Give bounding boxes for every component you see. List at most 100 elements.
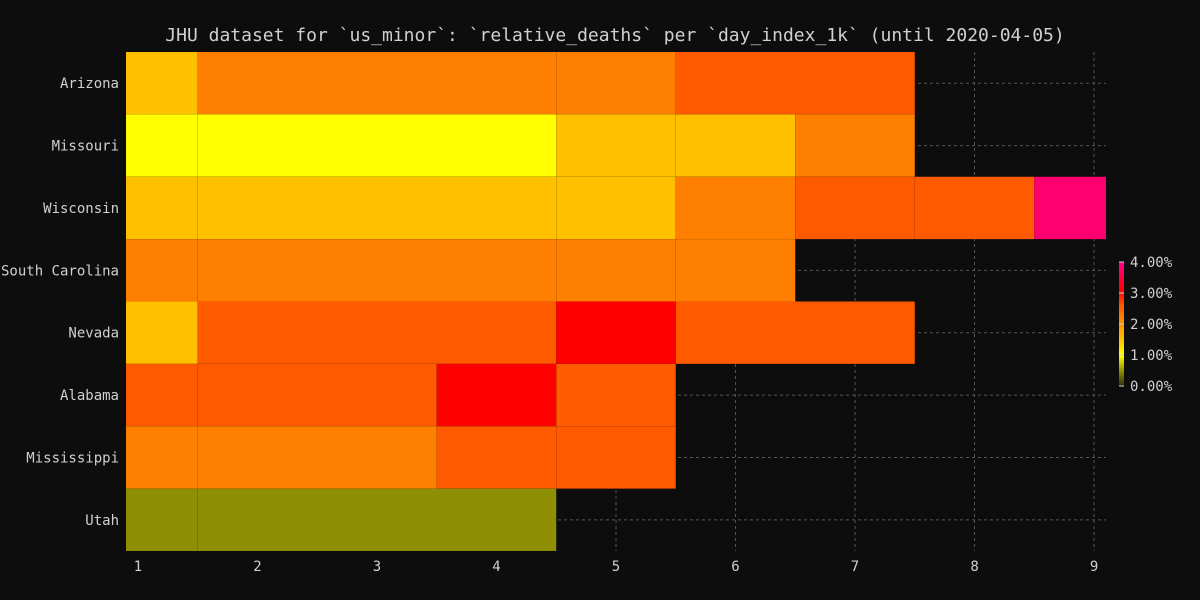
x-tick-label: 3	[373, 559, 381, 575]
colorbar-segment	[1119, 321, 1124, 325]
colorbar-segment	[1119, 367, 1124, 371]
colorbar-segment	[1119, 300, 1124, 304]
heatmap-cell	[795, 176, 916, 240]
colorbar-segment	[1119, 362, 1124, 366]
colorbar-segment	[1119, 295, 1124, 299]
colorbar-segment	[1119, 339, 1124, 343]
colorbar-segment	[1119, 274, 1124, 278]
heatmap-cell	[125, 426, 198, 489]
colorbar-segment	[1119, 262, 1124, 266]
heatmap-cell	[436, 426, 557, 489]
y-tick-label: Mississippi	[26, 450, 119, 466]
heatmap-cell	[197, 51, 557, 115]
colorbar-segment	[1119, 357, 1124, 361]
colorbar-segment	[1119, 316, 1124, 320]
y-tick-label: South Carolina	[1, 263, 119, 279]
colorbar-segment	[1119, 290, 1124, 294]
colorbar-segment	[1119, 355, 1124, 359]
colorbar-tick-label: 4.00%	[1130, 255, 1173, 271]
colorbar-segment	[1119, 370, 1124, 374]
heatmap-cell	[675, 301, 916, 365]
colorbar-segment	[1119, 378, 1124, 382]
colorbar-segment	[1119, 308, 1124, 312]
heatmap-cell	[125, 488, 198, 552]
x-tick-label: 1	[134, 559, 142, 575]
colorbar-segment	[1119, 336, 1124, 340]
colorbar-segment	[1119, 324, 1124, 328]
colorbar-segment	[1119, 293, 1124, 297]
y-tick-label: Nevada	[68, 326, 119, 342]
heatmap-cell	[436, 363, 557, 427]
x-tick-label: 9	[1090, 559, 1098, 575]
colorbar-segment	[1119, 287, 1124, 291]
y-tick-label: Missouri	[52, 139, 119, 155]
heatmap-cell	[197, 176, 557, 240]
x-tick-label: 4	[492, 559, 500, 575]
heatmap-cell	[675, 238, 796, 302]
heatmap-cell	[197, 488, 557, 552]
heatmap-cell	[555, 114, 677, 177]
heatmap-cell	[555, 51, 677, 115]
heatmap-cell	[555, 301, 677, 365]
x-axis-labels: 1 2 3 4 5 6 7 8 9	[134, 559, 1099, 575]
colorbar-segment	[1119, 380, 1124, 384]
y-tick-label: Alabama	[60, 388, 119, 404]
colorbar-segment	[1119, 264, 1124, 268]
heatmap-cell	[795, 114, 916, 177]
colorbar-segment	[1119, 375, 1124, 379]
heatmap-cell	[125, 114, 198, 177]
heatmap-cell	[197, 426, 437, 489]
heatmap-cell	[1034, 176, 1107, 240]
colorbar-tick-label: 1.00%	[1130, 348, 1173, 364]
y-tick-label: Wisconsin	[43, 201, 119, 217]
heatmap-cell	[675, 176, 796, 240]
heatmap-cells	[125, 51, 1107, 552]
colorbar-segment	[1119, 352, 1124, 356]
x-tick-label: 5	[612, 559, 620, 575]
y-tick-label: Utah	[85, 513, 119, 529]
colorbar-segment	[1119, 360, 1124, 364]
colorbar-segment	[1119, 305, 1124, 309]
heatmap-cell	[197, 238, 557, 302]
colorbar-tick-label: 3.00%	[1130, 286, 1173, 302]
heatmap-cell	[555, 363, 677, 427]
x-tick-label: 6	[731, 559, 739, 575]
colorbar-segment	[1119, 373, 1124, 377]
colorbar-segment	[1119, 344, 1124, 348]
heatmap-cell	[555, 176, 677, 240]
colorbar-segment	[1119, 334, 1124, 338]
colorbar-segment	[1119, 298, 1124, 302]
colorbar-segment	[1119, 269, 1124, 273]
heatmap-cell	[125, 301, 198, 365]
colorbar-tick-label: 2.00%	[1130, 317, 1173, 333]
heatmap-cell	[125, 51, 198, 115]
heatmap-cell	[675, 114, 796, 177]
heatmap-cell	[125, 363, 198, 427]
colorbar: 4.00% 3.00% 2.00% 1.00% 0.00%	[1119, 255, 1173, 395]
colorbar-segment	[1119, 329, 1124, 333]
colorbar-segment	[1119, 267, 1124, 271]
x-tick-label: 7	[851, 559, 859, 575]
heatmap-cell	[125, 238, 198, 302]
heatmap-cell	[675, 51, 916, 115]
heatmap-cell	[197, 363, 437, 427]
colorbar-segment	[1119, 342, 1124, 346]
heatmap-cell	[555, 426, 677, 489]
heatmap-cell	[555, 238, 677, 302]
heatmap-cell	[914, 176, 1035, 240]
y-tick-label: Arizona	[60, 76, 119, 92]
colorbar-segment	[1119, 313, 1124, 317]
colorbar-segment	[1119, 318, 1124, 322]
colorbar-segment	[1119, 326, 1124, 330]
colorbar-segment	[1119, 365, 1124, 369]
colorbar-segment	[1119, 282, 1124, 286]
colorbar-segment	[1119, 311, 1124, 315]
x-tick-label: 8	[970, 559, 978, 575]
colorbar-segment	[1119, 303, 1124, 307]
colorbar-segment	[1119, 272, 1124, 276]
colorbar-segment	[1119, 280, 1124, 284]
y-axis-labels: Arizona Missouri Wisconsin South Carolina Ne…	[1, 76, 119, 529]
colorbar-segment	[1119, 347, 1124, 351]
heatmap-cell	[125, 176, 198, 240]
